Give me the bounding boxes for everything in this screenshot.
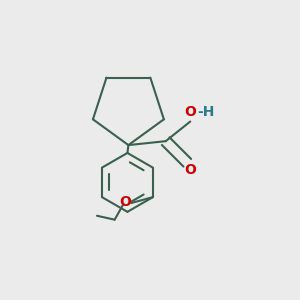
Text: -H: -H (197, 105, 214, 119)
Text: O: O (119, 195, 131, 209)
Text: O: O (184, 163, 196, 177)
Text: O: O (184, 105, 196, 119)
